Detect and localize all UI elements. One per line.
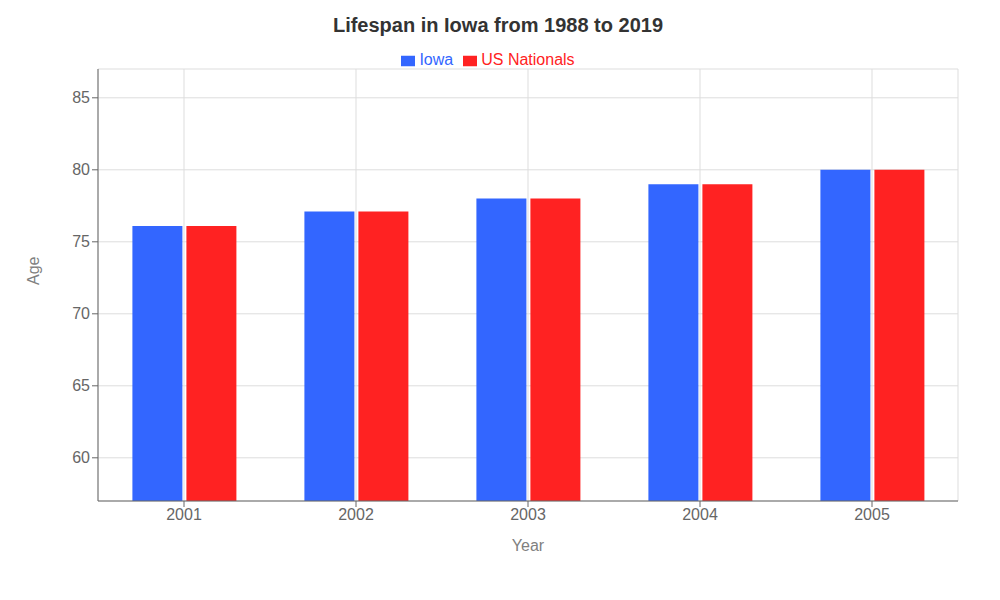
svg-text:65: 65	[72, 377, 90, 394]
html-text:Iowa: Iowa	[419, 51, 454, 68]
svg-text:2002: 2002	[338, 506, 374, 523]
svg-text:2004: 2004	[682, 506, 718, 523]
svg-text:60: 60	[72, 449, 90, 466]
svg-text:85: 85	[72, 89, 90, 106]
svg-text:75: 75	[72, 233, 90, 250]
html-text:Lifespan in Iowa from 1988 to: Lifespan in Iowa from 1988 to 2019	[332, 14, 663, 36]
svg-text:2003: 2003	[510, 506, 546, 523]
svg-text:2005: 2005	[854, 506, 890, 523]
svg-text:80: 80	[72, 161, 90, 178]
svg-text:Year: Year	[512, 537, 545, 554]
html-text:US Nationals: US Nationals	[481, 51, 575, 68]
svg-text:70: 70	[72, 305, 90, 322]
svg-text:Age: Age	[25, 256, 42, 285]
svg-text:2001: 2001	[166, 506, 202, 523]
